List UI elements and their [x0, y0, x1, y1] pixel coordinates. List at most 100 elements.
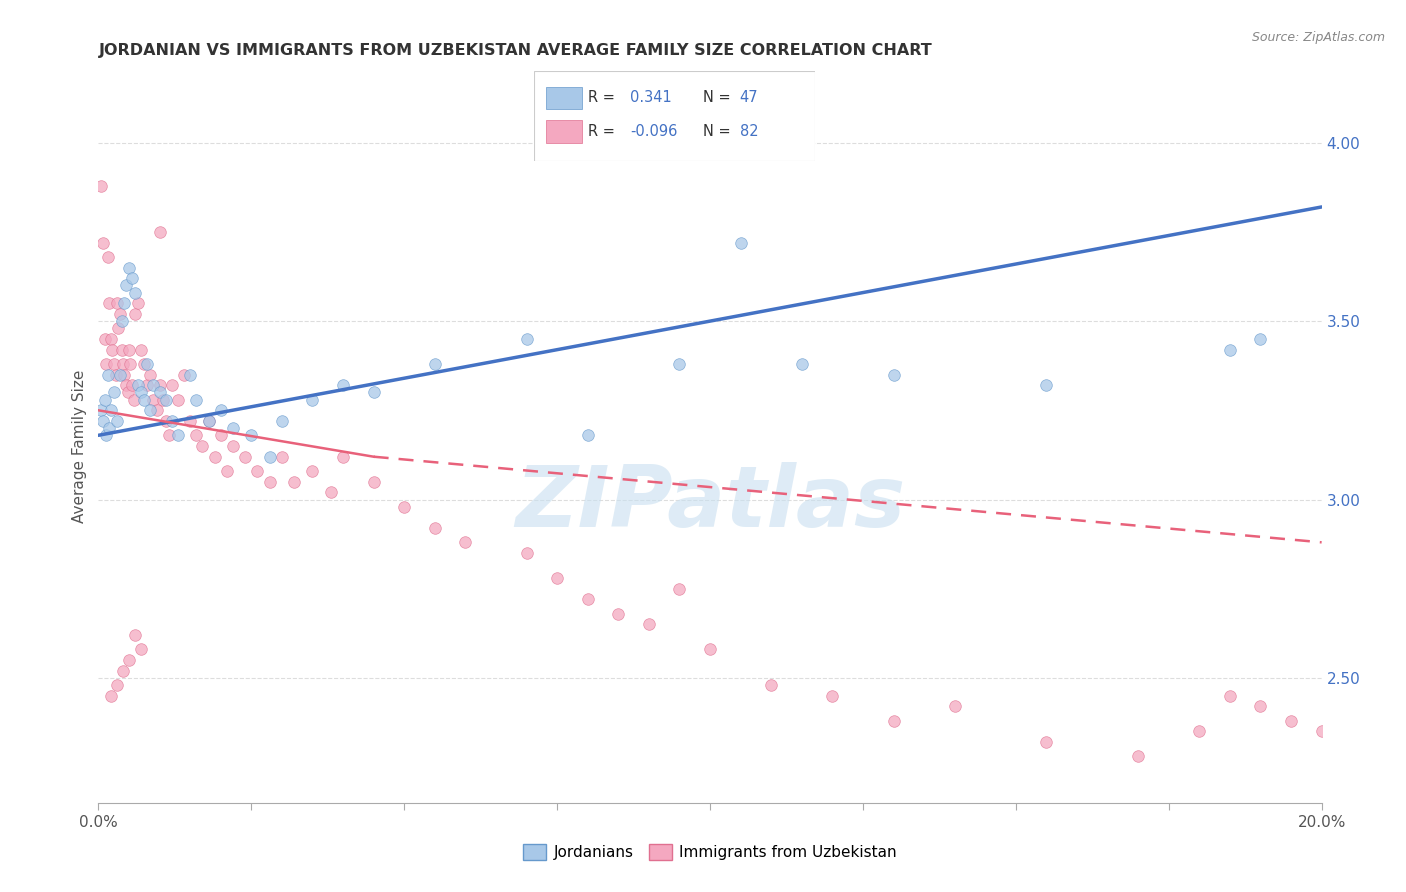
Point [160, 414, 183, 428]
Point [186, 428, 208, 442]
Point [107, 321, 129, 335]
Point [145, 403, 167, 417]
Point [259, 475, 281, 489]
Point [546, 571, 568, 585]
Text: -0.096: -0.096 [630, 124, 678, 138]
Point [136, 378, 159, 392]
Point [111, 343, 134, 357]
Point [139, 368, 162, 382]
Point [790, 357, 813, 371]
Point [136, 357, 159, 371]
Point [155, 414, 177, 428]
Point [1250, 699, 1272, 714]
Point [186, 392, 208, 407]
Point [124, 285, 146, 300]
Point [155, 392, 177, 407]
Point [423, 357, 446, 371]
Point [98, 296, 121, 310]
Point [112, 368, 135, 382]
Point [332, 378, 354, 392]
FancyBboxPatch shape [534, 71, 815, 161]
Point [120, 357, 142, 371]
Point [115, 378, 138, 392]
Text: 47: 47 [740, 90, 758, 105]
Point [1128, 749, 1150, 764]
Point [270, 414, 294, 428]
Point [129, 385, 152, 400]
Point [363, 475, 385, 489]
Point [607, 607, 630, 621]
Point [90, 178, 112, 193]
Point [118, 260, 141, 275]
Point [134, 357, 156, 371]
Point [98, 421, 121, 435]
Point [94, 357, 117, 371]
Point [283, 475, 305, 489]
Point [122, 392, 145, 407]
Point [209, 403, 232, 417]
Point [319, 485, 342, 500]
Point [1250, 332, 1272, 346]
Text: N =: N = [703, 90, 731, 105]
Point [117, 385, 139, 400]
Point [115, 278, 138, 293]
Point [111, 314, 134, 328]
Point [392, 500, 416, 514]
Point [94, 428, 117, 442]
Point [139, 403, 162, 417]
Point [118, 343, 141, 357]
Point [97, 250, 120, 264]
Point [108, 307, 131, 321]
Point [93, 332, 115, 346]
Point [423, 521, 446, 535]
Point [363, 385, 385, 400]
Point [103, 385, 125, 400]
Point [883, 368, 905, 382]
Point [191, 439, 214, 453]
Point [91, 414, 114, 428]
Point [761, 678, 783, 692]
Point [149, 385, 172, 400]
Point [101, 343, 124, 357]
Point [91, 235, 114, 250]
Point [105, 414, 128, 428]
Point [576, 592, 599, 607]
Text: 82: 82 [740, 124, 758, 138]
Point [222, 439, 245, 453]
Point [270, 450, 294, 464]
Point [149, 225, 172, 239]
Point [1279, 714, 1302, 728]
Bar [546, 87, 582, 109]
Point [1219, 343, 1241, 357]
Point [90, 403, 112, 417]
Point [197, 414, 219, 428]
Point [301, 392, 323, 407]
Point [197, 414, 219, 428]
Point [124, 628, 146, 642]
Y-axis label: Average Family Size: Average Family Size [72, 369, 87, 523]
Text: 0.341: 0.341 [630, 90, 672, 105]
Point [454, 535, 477, 549]
Point [160, 378, 183, 392]
Point [121, 271, 143, 285]
Point [129, 343, 152, 357]
Point [134, 392, 156, 407]
Point [301, 464, 323, 478]
Point [259, 450, 281, 464]
Point [149, 378, 172, 392]
Point [222, 421, 245, 435]
Point [699, 642, 721, 657]
Point [167, 392, 190, 407]
Point [97, 368, 120, 382]
Point [516, 332, 538, 346]
Point [1310, 724, 1333, 739]
Point [215, 464, 238, 478]
Point [668, 357, 690, 371]
Point [332, 450, 354, 464]
Point [100, 403, 122, 417]
Point [108, 368, 131, 382]
Point [118, 653, 141, 667]
Point [167, 428, 190, 442]
Point [943, 699, 966, 714]
Point [105, 296, 128, 310]
